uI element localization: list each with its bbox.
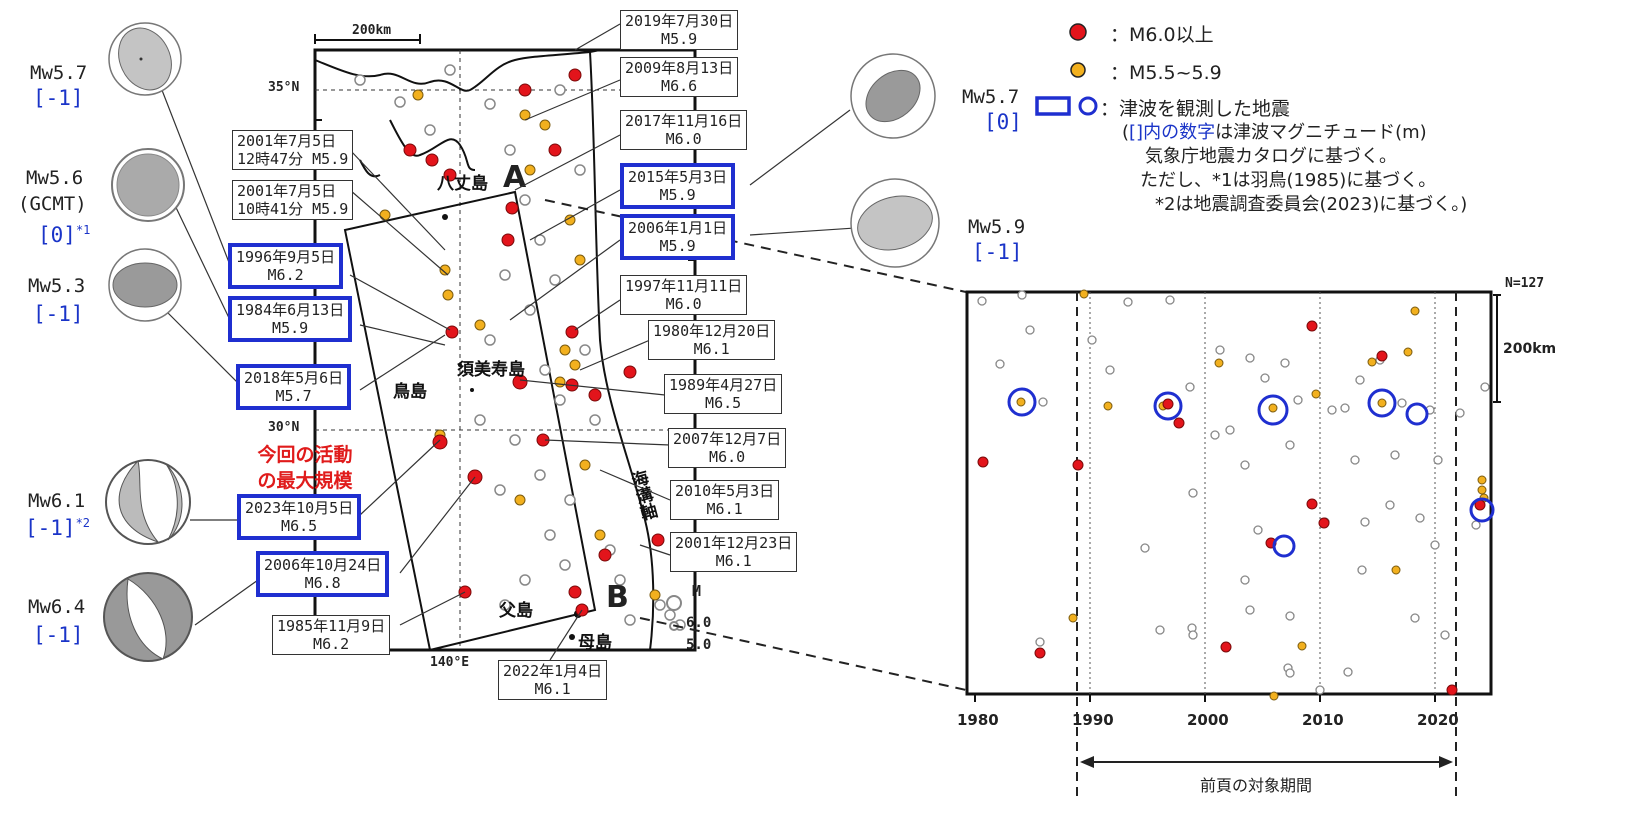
- tsunami-magnitude: [-1]: [33, 623, 84, 647]
- event-label: 1980年12月20日 M6.1: [648, 320, 776, 360]
- mechanism-source: (GCMT): [18, 193, 87, 215]
- event-label-tsunami: 1984年6月13日 M5.9: [228, 296, 353, 342]
- point-b-label: B: [606, 580, 629, 615]
- mag-legend-title: M: [692, 582, 702, 600]
- event-label: 2001年7月5日 10時41分 M5.9: [232, 180, 354, 220]
- tsunami-magnitude: [-1]: [33, 302, 84, 326]
- event-label: 2022年1月4日 M6.1: [498, 660, 608, 700]
- trench-axis-line: [589, 51, 655, 651]
- mechanism-mw: Mw5.3: [28, 275, 86, 297]
- tsunami-magnitude: [0]: [984, 110, 1022, 134]
- event-label-tsunami: 1996年9月5日 M6.2: [228, 243, 344, 289]
- timeline-m55-events: [1016, 289, 1489, 701]
- tsunami-markers: [1007, 387, 1495, 558]
- place-hachijo: 八丈島: [437, 174, 488, 194]
- legend-note-1: ([]内の数字は津波マグニチュード(m): [1122, 122, 1427, 143]
- beachball-6: [850, 53, 936, 139]
- mag-legend-6: 6.0: [686, 615, 712, 631]
- tsunami-magnitude: [0]*1: [38, 223, 91, 247]
- event-label-tsunami: 2015年5月3日 M5.9: [620, 163, 736, 209]
- beachball-3: [108, 248, 182, 322]
- legend-tsunami-symbols: [1035, 96, 1098, 116]
- legend-note-3: ただし、*1は羽鳥(1985)に基づく。: [1140, 170, 1437, 191]
- beachball-7: [850, 178, 940, 268]
- mechanism-mw: Mw6.4: [28, 596, 86, 618]
- event-label-tsunami: 2006年1月1日 M5.9: [620, 214, 736, 260]
- legend-red-dot: [1069, 23, 1087, 41]
- timeline-xtick-2000: 2000: [1187, 711, 1229, 729]
- mechanism-mw: Mw5.9: [968, 216, 1026, 238]
- event-label: 1997年11月11日 M6.0: [620, 275, 748, 315]
- tsunami-magnitude: [-1]*2: [25, 516, 91, 540]
- mechanism-mw: Mw5.7: [962, 86, 1020, 108]
- timeline-xtick-1980: 1980: [957, 711, 999, 729]
- lon-label-140: 140°E: [430, 655, 470, 670]
- mechanism-mw: Mw5.7: [30, 62, 88, 84]
- mechanism-mw: Mw5.6: [26, 167, 84, 189]
- tsunami-magnitude: [-1]: [972, 240, 1023, 264]
- event-label-tsunami: 2023年10月5日 M6.5: [237, 494, 362, 540]
- study-region: [343, 190, 597, 652]
- point-a-label: A: [503, 160, 527, 195]
- event-label: 2009年8月13日 M6.6: [620, 57, 739, 97]
- legend-note-4: *2は地震調査委員会(2023)に基づく。): [1155, 194, 1468, 215]
- event-label: 2001年12月23日 M6.1: [670, 532, 798, 572]
- timeline-period-label: 前頁の対象期間: [1200, 776, 1313, 795]
- beachball-4: [105, 459, 191, 545]
- m55-events: [379, 89, 661, 601]
- lat-label-30: 30°N: [268, 420, 300, 435]
- legend-tsunami-label: ：津波を観測した地震: [1100, 98, 1291, 120]
- mechanism-mw: Mw6.1: [28, 490, 86, 512]
- event-label-tsunami: 2018年5月6日 M5.7: [236, 364, 352, 410]
- event-label: 1989年4月27日 M6.5: [664, 374, 783, 414]
- lat-label-35: 35°N: [268, 80, 300, 95]
- tsunami-magnitude: [-1]: [33, 86, 84, 110]
- beachball-1: [108, 22, 182, 96]
- place-chichijima: 父島: [499, 601, 533, 621]
- event-label-tsunami: 2006年10月24日 M6.8: [256, 551, 390, 597]
- epicenter-map: [313, 34, 697, 652]
- legend-orange-dot: [1070, 62, 1086, 78]
- timeline-m60-events: [977, 320, 1486, 696]
- beachball-2: [111, 148, 185, 222]
- largest-activity-note: 今回の活動 の最大規模: [257, 444, 353, 492]
- legend-note-2: 気象庁地震カタログに基づく。: [1145, 146, 1397, 167]
- timeline-n-label: N=127: [1505, 276, 1545, 291]
- timeline-small-events: [977, 290, 1490, 695]
- event-label: 1985年11月9日 M6.2: [272, 615, 391, 655]
- place-torishima: 鳥島: [393, 382, 427, 402]
- mag-legend-5: 5.0: [686, 637, 712, 653]
- timeline-xtick-2010: 2010: [1302, 711, 1344, 729]
- timeline-xtick-1990: 1990: [1072, 711, 1114, 729]
- event-label: 2019年7月30日 M5.9: [620, 10, 739, 50]
- timeline-scale-label: 200km: [1503, 341, 1557, 357]
- m60-events: [403, 68, 665, 617]
- event-label: 2017年11月16日 M6.0: [620, 110, 748, 150]
- legend-red-label: ：M6.0以上: [1110, 24, 1214, 46]
- event-label: 2007年12月7日 M6.0: [668, 428, 787, 468]
- space-time-plot: [965, 289, 1501, 798]
- plot-frame: [965, 290, 1493, 696]
- map-scale-label: 200km: [352, 23, 392, 38]
- event-label: 2001年7月5日 12時47分 M5.9: [232, 130, 354, 170]
- event-label: 2010年5月3日 M6.1: [670, 480, 780, 520]
- place-sumisu: 須美寿島: [457, 360, 525, 380]
- place-hahajima: 母島: [578, 633, 612, 653]
- legend-orange-label: ：M5.5~5.9: [1110, 62, 1222, 84]
- beachball-5: [103, 572, 193, 662]
- timeline-xtick-2020: 2020: [1417, 711, 1459, 729]
- small-events: [354, 64, 686, 631]
